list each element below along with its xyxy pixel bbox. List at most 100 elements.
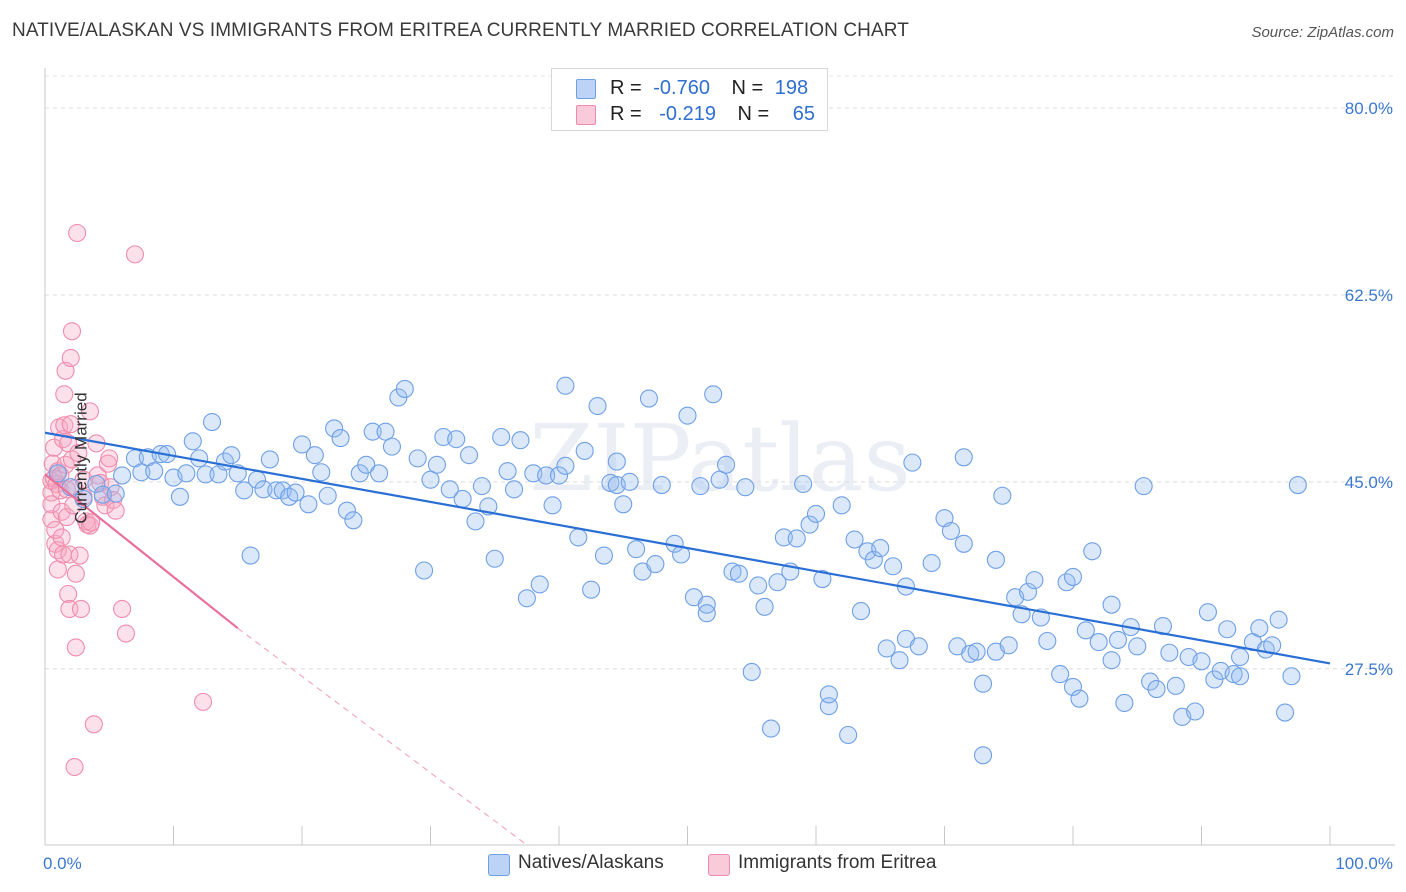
- data-point-natives: [305, 446, 324, 465]
- data-point-natives: [716, 455, 736, 474]
- data-point-natives: [1038, 631, 1057, 651]
- data-point-natives: [370, 464, 389, 483]
- tick-labels: 27.5% 45.0% 62.5% 80.0% 0.0% 100.0%: [43, 99, 1393, 873]
- data-point-natives: [1186, 702, 1205, 721]
- axes: [44, 68, 1395, 846]
- data-point-natives: [511, 431, 530, 450]
- data-point-natives: [806, 504, 826, 523]
- x-tick-label: 0.0%: [43, 854, 82, 873]
- data-point-eritrea: [52, 502, 71, 521]
- data-point-natives: [556, 456, 575, 475]
- data-point-natives: [1051, 665, 1070, 684]
- data-point-natives: [260, 450, 279, 469]
- data-point-eritrea: [71, 599, 91, 619]
- data-point-natives: [903, 453, 922, 472]
- data-point-natives: [973, 674, 993, 693]
- data-point-natives: [1269, 610, 1288, 629]
- data-point-natives: [697, 604, 716, 623]
- data-point-natives: [485, 549, 504, 568]
- legend-r-label: R =: [610, 103, 642, 125]
- data-point-natives: [498, 462, 517, 481]
- data-point-natives: [582, 580, 601, 599]
- data-point-natives: [292, 435, 312, 454]
- data-point-natives: [1275, 703, 1295, 722]
- data-point-natives: [794, 474, 813, 494]
- data-point-natives: [845, 530, 864, 549]
- data-point-natives: [344, 511, 363, 530]
- data-point-natives: [851, 602, 871, 621]
- data-point-natives: [742, 662, 761, 682]
- data-point-natives: [787, 529, 806, 548]
- data-point-natives: [196, 465, 215, 484]
- data-point-natives: [954, 534, 973, 553]
- data-point-natives: [1218, 620, 1237, 639]
- data-point-natives: [774, 528, 793, 547]
- trend-line-natives: [44, 431, 1331, 665]
- data-point-natives: [395, 379, 414, 398]
- data-point-natives: [415, 561, 434, 580]
- data-point-natives: [877, 639, 896, 658]
- data-point-eritrea: [80, 402, 100, 421]
- bottom-legend-label-natives: Natives/Alaskans: [518, 852, 664, 873]
- data-point-natives: [286, 483, 305, 502]
- data-point-natives: [1166, 676, 1185, 695]
- data-point-natives: [749, 576, 768, 595]
- data-point-eritrea: [55, 385, 74, 404]
- source-label: Source: ZipAtlas.com: [1251, 24, 1394, 41]
- data-point-natives: [1083, 542, 1102, 561]
- data-point-natives: [1102, 651, 1121, 670]
- data-point-natives: [832, 496, 851, 515]
- data-point-natives: [993, 486, 1012, 505]
- data-point-natives: [691, 477, 710, 496]
- data-point-natives: [1141, 672, 1160, 691]
- data-point-natives: [48, 464, 67, 483]
- data-point-natives: [1282, 667, 1301, 686]
- data-point-natives: [1198, 603, 1217, 622]
- data-point-natives: [254, 480, 273, 499]
- data-point-natives: [145, 462, 164, 481]
- data-point-natives: [87, 474, 106, 494]
- data-point-natives: [427, 455, 446, 474]
- data-point-natives: [1070, 689, 1089, 708]
- data-point-natives: [1076, 621, 1095, 640]
- legend-n-label: N =: [737, 103, 770, 125]
- data-point-natives: [1288, 476, 1307, 495]
- data-point-natives: [941, 521, 960, 541]
- data-point-natives: [408, 449, 427, 468]
- data-point-natives: [871, 539, 890, 558]
- data-point-natives: [922, 553, 941, 573]
- data-point-natives: [170, 487, 189, 506]
- data-point-natives: [813, 570, 832, 589]
- data-point-eritrea: [62, 450, 82, 469]
- data-point-eritrea: [125, 245, 144, 264]
- data-point-eritrea: [65, 757, 84, 777]
- data-point-natives: [1063, 567, 1083, 586]
- data-point-natives: [318, 486, 337, 505]
- data-point-natives: [819, 685, 838, 704]
- data-point-natives: [331, 429, 350, 448]
- data-point-natives: [453, 489, 472, 509]
- data-point-natives: [1102, 595, 1121, 614]
- data-point-natives: [203, 412, 222, 432]
- data-point-natives: [864, 550, 883, 569]
- y-tick-label: 80.0%: [1345, 99, 1393, 118]
- data-point-natives: [504, 480, 524, 499]
- data-point-natives: [337, 501, 357, 520]
- data-point-natives: [569, 528, 588, 547]
- data-point-eritrea: [116, 624, 136, 643]
- x-tick-label: 100.0%: [1335, 854, 1393, 873]
- data-point-natives: [967, 642, 986, 661]
- data-point-natives: [106, 484, 125, 503]
- data-point-natives: [614, 495, 633, 514]
- data-point-natives: [241, 546, 260, 565]
- trend-line-eritrea-extension: [237, 627, 528, 846]
- data-point-eritrea: [52, 528, 71, 547]
- data-point-natives: [575, 441, 594, 460]
- legend-r-value: -0.219: [659, 103, 716, 125]
- trend-lines: [44, 431, 1331, 846]
- data-point-natives: [376, 422, 395, 441]
- data-point-natives: [235, 481, 254, 500]
- data-point-natives: [1160, 643, 1179, 662]
- data-point-natives: [421, 470, 440, 489]
- data-point-natives: [299, 495, 318, 514]
